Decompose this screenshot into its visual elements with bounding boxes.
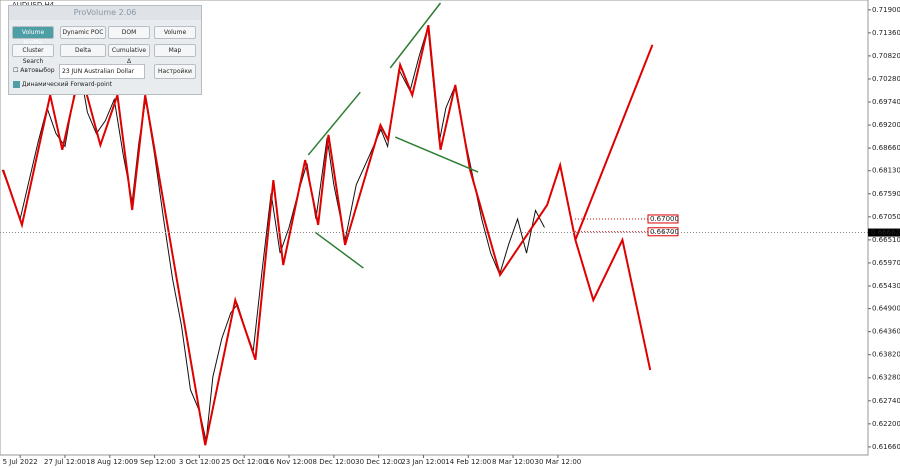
y-tick-label: 0.65970 [872,259,900,267]
x-tick-label: 18 Aug 12:00 [86,458,133,466]
x-tick-label: 30 Mar 12:00 [535,458,582,466]
x-tick-label: 16 Nov 12:00 [265,458,312,466]
forward-checkbox[interactable]: Динамический Forward-point [13,81,112,88]
panel-button[interactable]: Cluster Search [12,44,54,65]
y-tick-label: 0.69740 [872,98,900,106]
y-tick-label: 0.70820 [872,52,900,60]
price-box [647,214,679,224]
auto-checkbox[interactable]: ☐ Автовыбор [13,67,55,74]
y-tick-label: 0.68660 [872,144,900,152]
panel-button[interactable]: Map [154,44,196,57]
y-tick-label: 0.71360 [872,29,900,37]
y-tick-label: 0.68130 [872,167,900,175]
panel-button[interactable]: Delta [60,44,106,57]
y-tick-label: 0.63820 [872,351,900,359]
x-tick-label: 9 Sep 12:00 [133,458,175,466]
y-tick-label: 0.71900 [872,6,900,14]
panel-button[interactable]: Volume [154,26,196,39]
current-price-box [868,228,900,237]
y-tick-label: 0.62740 [872,397,900,405]
x-tick-label: 8 Dec 12:00 [313,458,356,466]
x-tick-label: 5 Jul 2022 [3,458,38,466]
current-price-label: 0.66682 [871,229,900,237]
y-tick-label: 0.64360 [872,328,900,336]
auto-label: Автовыбор [20,67,55,74]
price-line [307,2,479,269]
y-tick-label: 0.63280 [872,374,900,382]
y-tick-label: 0.67050 [872,213,900,221]
y-tick-label: 0.69200 [872,121,900,129]
panel-button[interactable]: Cumulative Δ [108,44,150,65]
price-box [647,227,679,237]
x-tick-label: 30 Dec 12:00 [355,458,402,466]
y-tick-label: 0.66510 [872,236,900,244]
panel-button[interactable]: Volume Profile [12,26,54,47]
price-label: 0.66700 [650,228,679,236]
forward-label: Динамический Forward-point [21,81,112,88]
x-tick-label: 3 Oct 12:00 [179,458,220,466]
panel-title: ProVolume 2.06 [9,6,201,20]
price-line [2,24,652,446]
y-tick-label: 0.70280 [872,75,900,83]
price-label: 0.67000 [650,215,679,223]
x-tick-label: 8 Mar 12:00 [492,458,534,466]
y-tick-label: 0.64900 [872,305,900,313]
instrument-field[interactable]: 23 JUN Australian Dollar [59,64,145,79]
provolume-panel: ProVolume 2.06 Volume Profile Dynamic PO… [8,5,202,95]
panel-button[interactable]: DOM [108,26,150,39]
x-tick-label: 14 Feb 12:00 [445,458,491,466]
y-tick-label: 0.65430 [872,282,900,290]
settings-button[interactable]: Настройки [154,64,196,79]
y-tick-label: 0.61660 [872,443,900,451]
y-tick-label: 0.67590 [872,190,900,198]
x-tick-label: 27 Jul 12:00 [44,458,86,466]
panel-button[interactable]: Dynamic POC [60,26,106,39]
x-tick-label: 25 Oct 12:00 [221,458,267,466]
y-tick-label: 0.62200 [872,420,900,428]
x-tick-label: 23 Jan 12:00 [401,458,445,466]
price-line [574,44,654,241]
